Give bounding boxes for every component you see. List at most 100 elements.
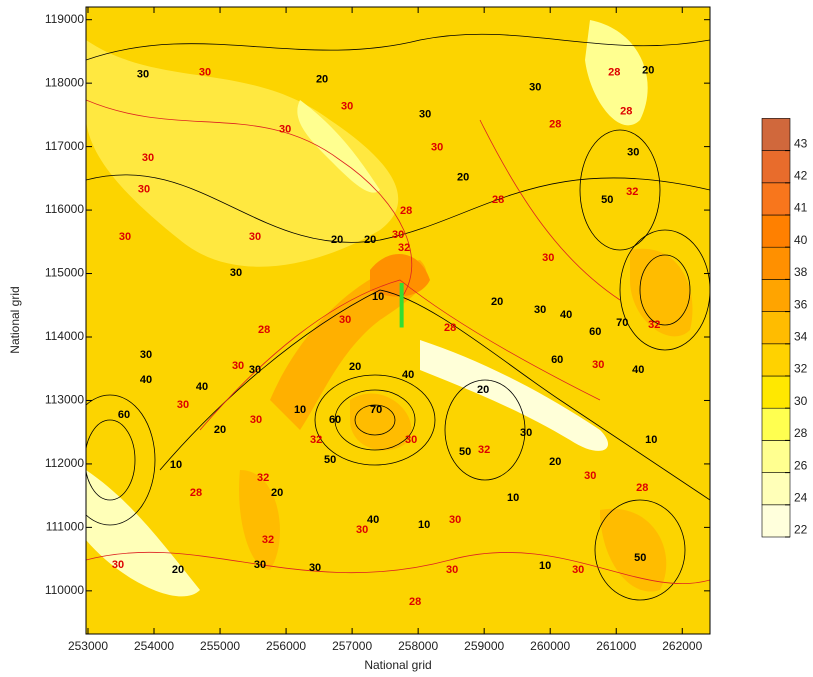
y-tick-label: 114000 bbox=[45, 329, 84, 343]
colorbar-band bbox=[762, 312, 790, 344]
contour-label: 20 bbox=[364, 234, 376, 246]
contour-label: 20 bbox=[271, 487, 283, 499]
x-tick-label: 254000 bbox=[134, 639, 174, 653]
x-tick-label: 257000 bbox=[332, 639, 372, 653]
contour-label: 28 bbox=[620, 106, 632, 118]
colorbar-label: 22 bbox=[794, 523, 808, 537]
contour-label: 40 bbox=[140, 374, 152, 386]
y-tick-label: 118000 bbox=[45, 75, 84, 89]
contour-label: 32 bbox=[310, 434, 322, 446]
contour-label: 10 bbox=[170, 459, 182, 471]
colorbar-label: 42 bbox=[794, 169, 808, 183]
contour-label: 30 bbox=[177, 399, 189, 411]
y-tick-label: 112000 bbox=[45, 456, 84, 470]
colorbar-band bbox=[762, 215, 790, 247]
x-tick-label: 259000 bbox=[464, 639, 504, 653]
contour-label: 70 bbox=[370, 404, 382, 416]
contour-label: 30 bbox=[405, 434, 417, 446]
contour-label: 30 bbox=[279, 124, 291, 136]
contour-label: 20 bbox=[549, 456, 561, 468]
contour-label: 40 bbox=[196, 381, 208, 393]
colorbar-band bbox=[762, 183, 790, 215]
contour-label: 30 bbox=[254, 559, 266, 571]
contour-label: 40 bbox=[402, 369, 414, 381]
contour-label: 30 bbox=[339, 314, 351, 326]
colorbar-label: 30 bbox=[794, 394, 808, 408]
contour-label: 50 bbox=[601, 194, 613, 206]
chart: National grid National grid 303030303030… bbox=[0, 0, 813, 677]
contour-label: 30 bbox=[249, 364, 261, 376]
contour-label: 10 bbox=[507, 492, 519, 504]
contour-label: 30 bbox=[341, 101, 353, 113]
colorbar-band bbox=[762, 344, 790, 376]
colorbar-label: 36 bbox=[794, 297, 808, 311]
contour-label: 32 bbox=[648, 319, 660, 331]
y-tick-label: 119000 bbox=[45, 12, 84, 26]
contour-label: 10 bbox=[645, 434, 657, 446]
x-tick-label: 258000 bbox=[398, 639, 438, 653]
contour-label: 30 bbox=[542, 252, 554, 264]
colorbar-label: 32 bbox=[794, 362, 808, 376]
contour-label: 28 bbox=[409, 596, 421, 608]
contour-label: 40 bbox=[632, 364, 644, 376]
contour-label: 28 bbox=[258, 324, 270, 336]
contour-label: 60 bbox=[118, 409, 130, 421]
contour-label: 30 bbox=[138, 184, 150, 196]
contour-label: 50 bbox=[634, 552, 646, 564]
contour-label: 30 bbox=[250, 414, 262, 426]
contour-label: 30 bbox=[584, 470, 596, 482]
contour-label: 32 bbox=[626, 186, 638, 198]
x-tick-label: 253000 bbox=[68, 639, 108, 653]
contour-label: 70 bbox=[616, 317, 628, 329]
contour-label: 32 bbox=[262, 534, 274, 546]
contour-label: 30 bbox=[446, 564, 458, 576]
contour-label: 20 bbox=[457, 172, 469, 184]
x-tick-label: 261000 bbox=[596, 639, 636, 653]
contour-label: 20 bbox=[316, 74, 328, 86]
contour-label: 30 bbox=[119, 231, 131, 243]
colorbar-label: 26 bbox=[794, 458, 808, 472]
contour-label: 32 bbox=[257, 472, 269, 484]
colorbar-label: 40 bbox=[794, 233, 808, 247]
contour-label: 10 bbox=[539, 560, 551, 572]
map-background bbox=[65, 7, 710, 634]
colorbar-label: 34 bbox=[794, 330, 808, 344]
colorbar-band bbox=[762, 473, 790, 505]
contour-label: 20 bbox=[491, 296, 503, 308]
contour-label: 60 bbox=[329, 414, 341, 426]
x-tick-label: 256000 bbox=[266, 639, 306, 653]
colorbar-band bbox=[762, 505, 790, 537]
contour-label: 28 bbox=[444, 322, 456, 334]
contour-label: 30 bbox=[142, 152, 154, 164]
colorbar-label: 41 bbox=[794, 201, 808, 215]
contour-label: 30 bbox=[572, 564, 584, 576]
contour-label: 30 bbox=[249, 231, 261, 243]
contour-label: 30 bbox=[627, 147, 639, 159]
contour-label: 30 bbox=[140, 349, 152, 361]
contour-label: 20 bbox=[214, 424, 226, 436]
contour-label: 30 bbox=[449, 514, 461, 526]
contour-label: 40 bbox=[367, 514, 379, 526]
contour-label: 10 bbox=[418, 519, 430, 531]
colorbar-label: 43 bbox=[794, 136, 808, 150]
contour-label: 30 bbox=[392, 229, 404, 241]
contour-label: 28 bbox=[549, 119, 561, 131]
y-tick-label: 117000 bbox=[45, 139, 84, 153]
contour-label: 30 bbox=[592, 359, 604, 371]
colorbar-band bbox=[762, 247, 790, 279]
contour-label: 30 bbox=[529, 82, 541, 94]
colorbar-band bbox=[762, 376, 790, 408]
contour-label: 30 bbox=[534, 304, 546, 316]
contour-label: 30 bbox=[520, 427, 532, 439]
contour-label: 20 bbox=[349, 361, 361, 373]
colorbar-band bbox=[762, 118, 790, 150]
x-axis-label: National grid bbox=[364, 658, 431, 672]
contour-label: 50 bbox=[459, 446, 471, 458]
contour-label: 30 bbox=[230, 267, 242, 279]
contour-label: 30 bbox=[431, 142, 443, 154]
y-tick-label: 115000 bbox=[45, 266, 84, 280]
colorbar-label: 38 bbox=[794, 265, 808, 279]
contour-label: 20 bbox=[477, 384, 489, 396]
contour-label: 28 bbox=[492, 194, 504, 206]
contour-label: 30 bbox=[419, 109, 431, 121]
